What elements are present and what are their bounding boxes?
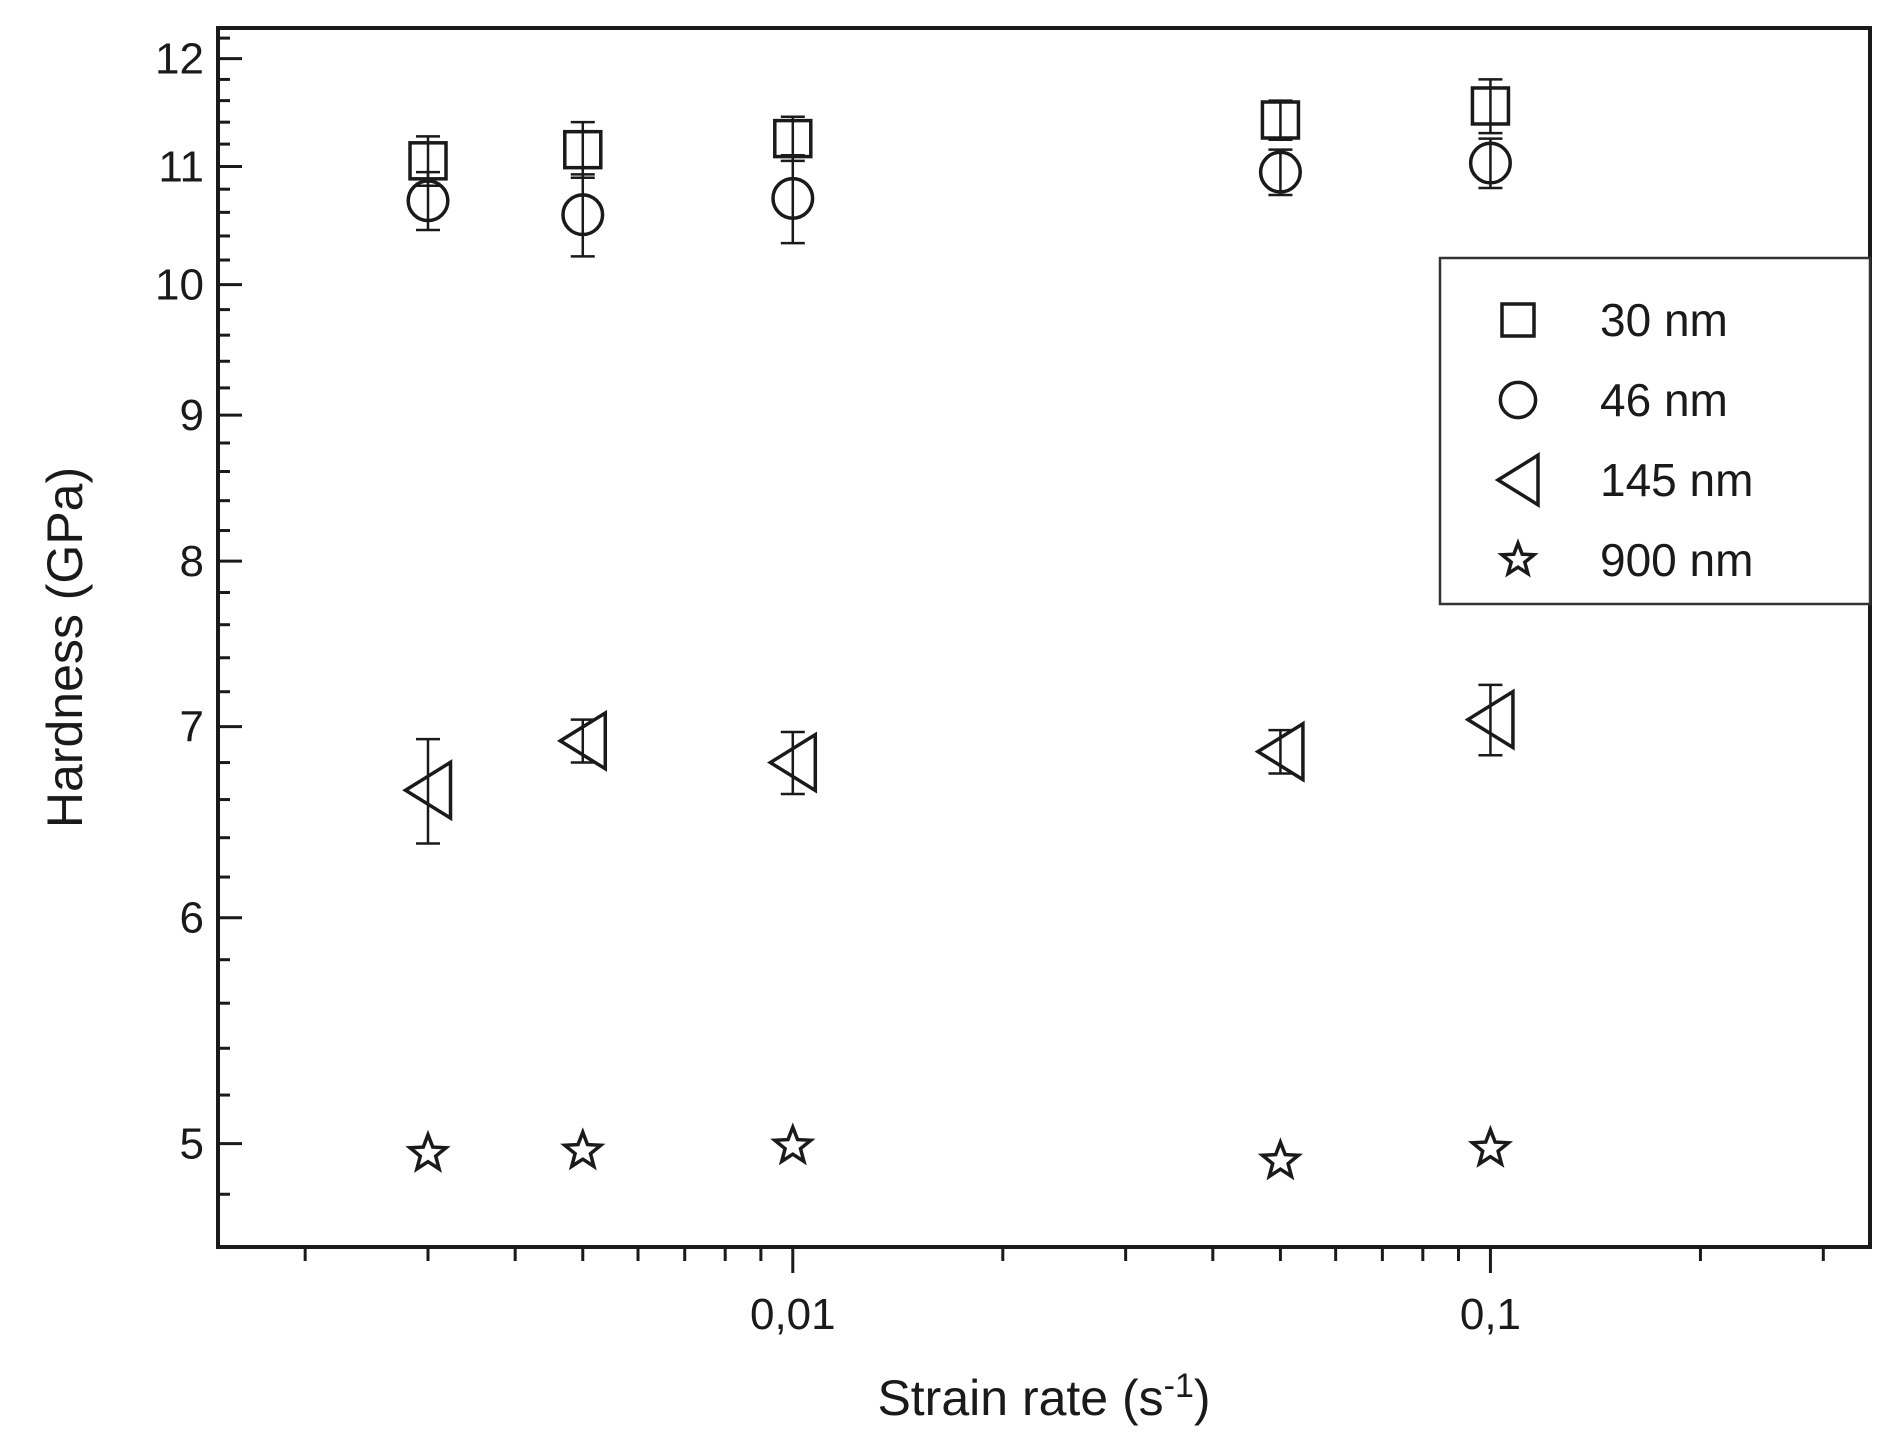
x-axis-title-superscript: -1	[1164, 1367, 1194, 1405]
data-markers	[402, 86, 1515, 1181]
legend-marker-triangle-left	[1494, 452, 1540, 508]
data-point-square	[1260, 100, 1301, 140]
y-tick-label: 5	[180, 1120, 204, 1169]
x-tick-label: 0,01	[750, 1290, 836, 1339]
data-point-star	[405, 1129, 451, 1173]
data-point-circle	[406, 179, 450, 223]
data-point-circle	[771, 176, 815, 220]
data-point-square	[563, 129, 603, 170]
legend: 30 nm 46 nm 145 nm 900 nm	[1438, 256, 1872, 606]
plot-frame	[216, 26, 1872, 1249]
legend-marker-circle	[1498, 380, 1538, 420]
data-point-square	[1470, 86, 1511, 126]
legend-label: 30 nm	[1600, 294, 1728, 346]
x-axis-title-main: Strain rate (s	[877, 1370, 1163, 1426]
data-point-triangle-left	[1464, 688, 1515, 751]
data-point-star	[770, 1122, 816, 1166]
legend-label: 145 nm	[1600, 454, 1753, 506]
y-axis-title: Hardness (GPa)	[37, 467, 93, 828]
y-tick-label: 10	[155, 261, 204, 310]
data-point-circle	[561, 193, 605, 237]
legend-marker-star	[1497, 538, 1539, 578]
data-point-circle	[1258, 150, 1302, 194]
y-tick-label: 7	[180, 703, 204, 752]
y-tick-label: 8	[180, 537, 204, 586]
y-tick-label: 11	[158, 142, 204, 191]
legend-label: 46 nm	[1600, 374, 1728, 426]
data-point-circle	[1468, 141, 1512, 185]
data-point-triangle-left	[402, 759, 453, 822]
y-tick-label: 12	[155, 35, 204, 84]
data-point-star	[1257, 1137, 1304, 1181]
data-point-star	[560, 1127, 606, 1171]
x-axis-title-suffix: )	[1194, 1370, 1211, 1426]
data-point-triangle-left	[556, 709, 608, 772]
data-point-triangle-left	[1254, 720, 1305, 783]
legend-box	[1438, 256, 1872, 606]
x-axis-title: Strain rate (s-1)	[877, 1367, 1210, 1426]
data-point-square	[773, 118, 813, 159]
y-tick-label: 9	[180, 391, 204, 440]
x-tick-label: 0,1	[1460, 1290, 1521, 1339]
axis-ticks: 5 6 7 8 9 10 11 12 0,01 0,1	[155, 35, 1825, 1339]
data-point-star	[1467, 1124, 1514, 1168]
data-point-triangle-left	[766, 731, 818, 794]
data-point-square	[408, 141, 448, 181]
y-tick-label: 6	[180, 894, 204, 943]
legend-label: 900 nm	[1600, 534, 1753, 586]
legend-marker-square	[1500, 302, 1536, 338]
